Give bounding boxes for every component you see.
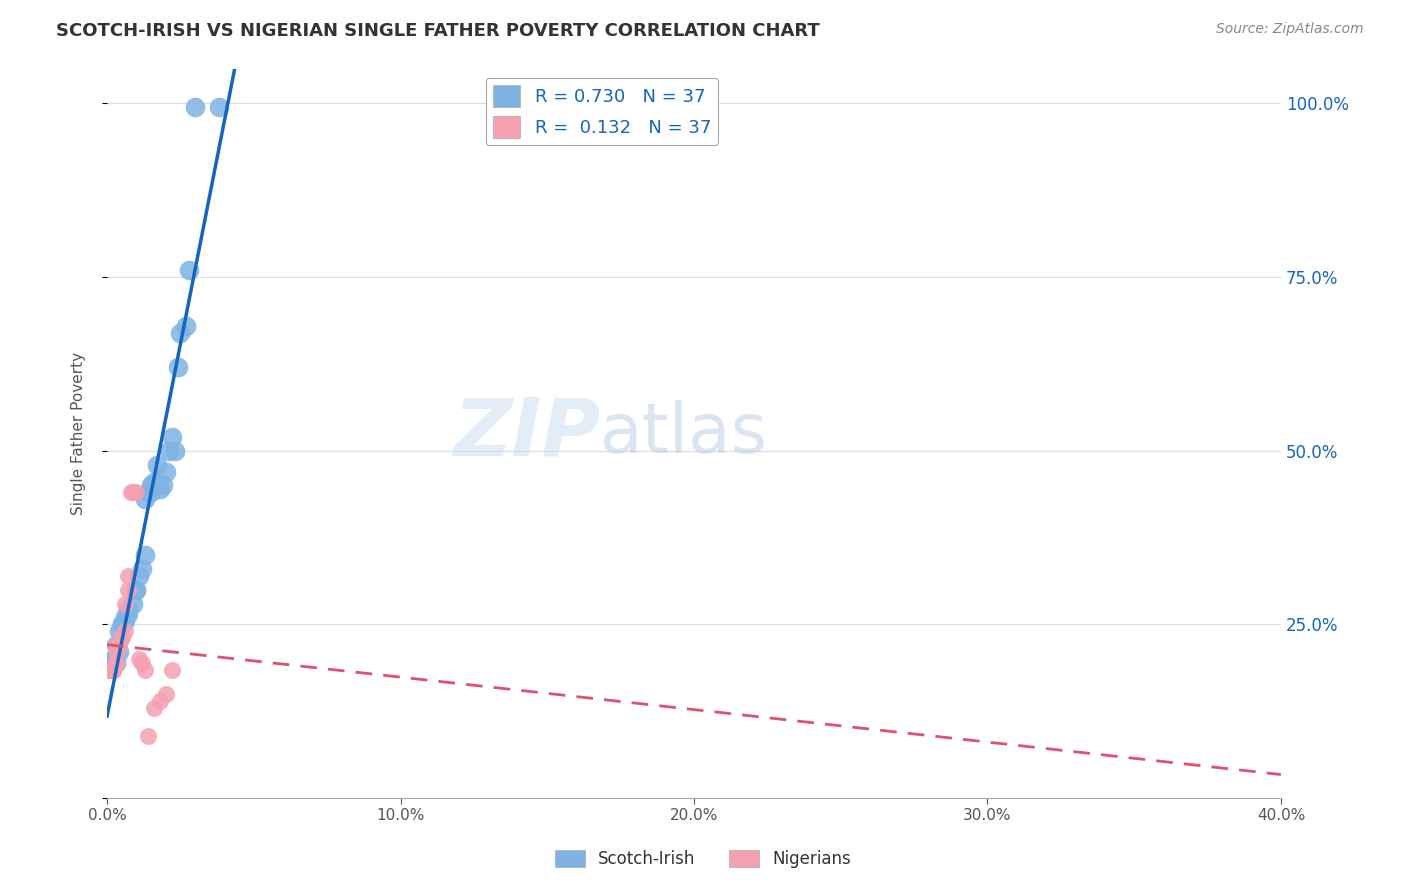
Point bbox=[139, 485, 162, 500]
Point bbox=[101, 652, 124, 666]
Point bbox=[104, 638, 127, 652]
Point bbox=[111, 632, 134, 646]
Point bbox=[134, 492, 156, 507]
Point bbox=[111, 617, 134, 632]
Point bbox=[101, 663, 124, 677]
Point bbox=[108, 638, 131, 652]
Point bbox=[169, 326, 191, 340]
Point bbox=[104, 656, 127, 670]
Point bbox=[136, 729, 159, 743]
Text: ZIP: ZIP bbox=[453, 394, 600, 472]
Point bbox=[101, 663, 124, 677]
Point bbox=[160, 430, 183, 444]
Point bbox=[104, 656, 127, 670]
Legend: R = 0.730   N = 37, R =  0.132   N = 37: R = 0.730 N = 37, R = 0.132 N = 37 bbox=[486, 78, 718, 145]
Point bbox=[179, 263, 201, 277]
Text: atlas: atlas bbox=[600, 400, 768, 467]
Y-axis label: Single Father Poverty: Single Father Poverty bbox=[72, 351, 86, 515]
Point bbox=[143, 475, 166, 489]
Point bbox=[117, 568, 139, 582]
Point bbox=[117, 607, 139, 621]
Point bbox=[117, 603, 139, 617]
Point bbox=[146, 458, 169, 472]
Point bbox=[125, 485, 148, 500]
Point bbox=[104, 638, 127, 652]
Point bbox=[122, 485, 145, 500]
Point bbox=[157, 443, 180, 458]
Point bbox=[184, 100, 207, 114]
Point bbox=[155, 465, 177, 479]
Point bbox=[120, 485, 142, 500]
Point bbox=[104, 656, 127, 670]
Point bbox=[114, 597, 136, 611]
Point bbox=[125, 582, 148, 597]
Point bbox=[163, 443, 186, 458]
Point bbox=[101, 656, 124, 670]
Legend: Scotch-Irish, Nigerians: Scotch-Irish, Nigerians bbox=[548, 843, 858, 875]
Point bbox=[122, 597, 145, 611]
Point bbox=[139, 478, 162, 492]
Point bbox=[128, 652, 150, 666]
Point bbox=[207, 100, 229, 114]
Point bbox=[149, 694, 172, 708]
Point bbox=[134, 663, 156, 677]
Point bbox=[104, 656, 127, 670]
Point bbox=[160, 663, 183, 677]
Point bbox=[101, 663, 124, 677]
Point bbox=[108, 638, 131, 652]
Point bbox=[114, 614, 136, 628]
Point bbox=[134, 548, 156, 562]
Point bbox=[98, 656, 121, 670]
Point bbox=[125, 582, 148, 597]
Point bbox=[117, 582, 139, 597]
Point bbox=[131, 562, 153, 576]
Point bbox=[101, 663, 124, 677]
Point bbox=[128, 568, 150, 582]
Point bbox=[166, 360, 188, 375]
Point bbox=[101, 663, 124, 677]
Point bbox=[98, 663, 121, 677]
Point bbox=[108, 624, 131, 639]
Point bbox=[101, 663, 124, 677]
Point bbox=[108, 645, 131, 659]
Point bbox=[98, 663, 121, 677]
Point bbox=[101, 663, 124, 677]
Text: Source: ZipAtlas.com: Source: ZipAtlas.com bbox=[1216, 22, 1364, 37]
Point bbox=[101, 663, 124, 677]
Point bbox=[98, 663, 121, 677]
Point bbox=[131, 656, 153, 670]
Point bbox=[98, 663, 121, 677]
Point bbox=[114, 624, 136, 639]
Point bbox=[136, 485, 159, 500]
Point bbox=[101, 663, 124, 677]
Point bbox=[176, 318, 198, 333]
Point bbox=[152, 478, 174, 492]
Text: SCOTCH-IRISH VS NIGERIAN SINGLE FATHER POVERTY CORRELATION CHART: SCOTCH-IRISH VS NIGERIAN SINGLE FATHER P… bbox=[56, 22, 820, 40]
Point bbox=[143, 700, 166, 714]
Point bbox=[111, 617, 134, 632]
Point bbox=[114, 610, 136, 624]
Point bbox=[149, 482, 172, 496]
Point bbox=[104, 645, 127, 659]
Point bbox=[155, 687, 177, 701]
Point bbox=[111, 628, 134, 642]
